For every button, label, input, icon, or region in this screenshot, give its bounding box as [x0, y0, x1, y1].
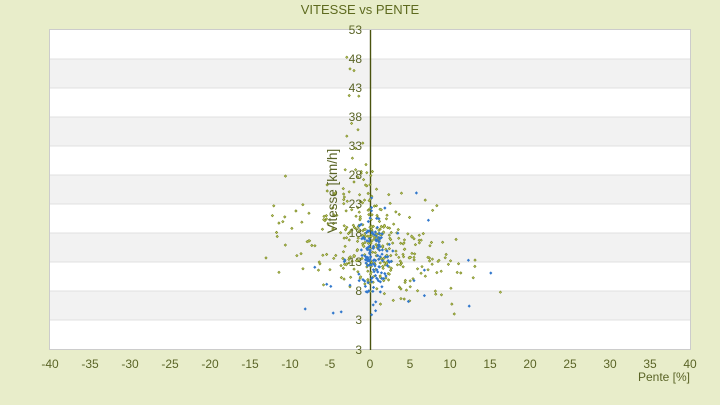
svg-text:VITESSE vs PENTE: VITESSE vs PENTE — [301, 2, 420, 17]
svg-text:33: 33 — [349, 139, 363, 153]
svg-text:35: 35 — [643, 357, 657, 371]
svg-text:30: 30 — [603, 357, 617, 371]
svg-text:40: 40 — [683, 357, 697, 371]
svg-text:18: 18 — [349, 226, 363, 240]
svg-text:0: 0 — [367, 357, 374, 371]
svg-text:25: 25 — [563, 357, 577, 371]
svg-text:10: 10 — [443, 357, 457, 371]
svg-text:3: 3 — [355, 313, 362, 327]
svg-text:-35: -35 — [81, 357, 99, 371]
svg-text:23: 23 — [349, 197, 363, 211]
svg-text:-20: -20 — [201, 357, 219, 371]
svg-text:-5: -5 — [325, 357, 336, 371]
svg-text:48: 48 — [349, 52, 363, 66]
svg-text:13: 13 — [349, 255, 363, 269]
svg-text:-15: -15 — [241, 357, 259, 371]
svg-text:3: 3 — [355, 343, 362, 357]
svg-text:-10: -10 — [281, 357, 299, 371]
svg-text:Vitesse [km/h]: Vitesse [km/h] — [325, 149, 340, 234]
svg-text:8: 8 — [355, 284, 362, 298]
svg-text:38: 38 — [349, 110, 363, 124]
svg-text:-25: -25 — [161, 357, 179, 371]
svg-text:-40: -40 — [41, 357, 59, 371]
svg-text:53: 53 — [349, 23, 363, 37]
svg-text:5: 5 — [407, 357, 414, 371]
svg-text:28: 28 — [349, 168, 363, 182]
svg-text:20: 20 — [523, 357, 537, 371]
svg-text:15: 15 — [483, 357, 497, 371]
svg-text:43: 43 — [349, 81, 363, 95]
svg-text:Pente [%]: Pente [%] — [638, 370, 690, 384]
svg-text:-30: -30 — [121, 357, 139, 371]
